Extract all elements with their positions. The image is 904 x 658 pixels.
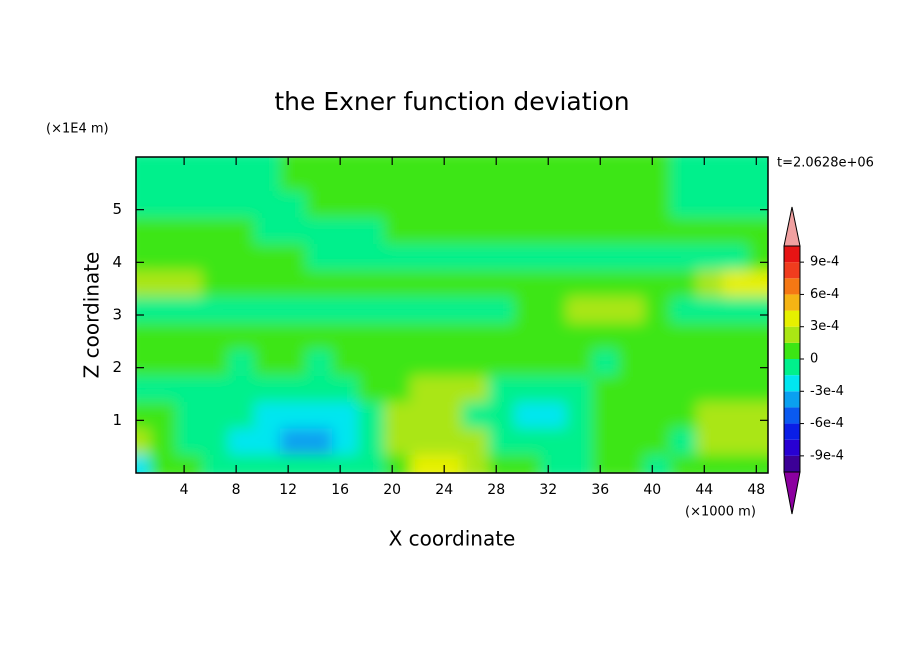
colorbar-band xyxy=(784,294,800,311)
y-tick-label: 5 xyxy=(112,200,122,218)
y-axis-label: Z coordinate xyxy=(80,252,104,379)
colorbar-band xyxy=(784,326,800,343)
colorbar-band xyxy=(784,455,800,472)
axes: 4 8 12 16 20 24 28 32 36 40 44 48123459e-46e-43e-40… xyxy=(112,156,844,515)
colorbar-band xyxy=(784,310,800,327)
colorbar-band xyxy=(784,375,800,392)
colorbar-tick-label: -3e-4 xyxy=(810,384,844,399)
x-tick-label: 8 xyxy=(232,482,241,498)
x-tick-label: 4 xyxy=(180,482,189,498)
x-tick-label: 16 xyxy=(331,482,349,498)
x-tick-label: 44 xyxy=(695,482,713,498)
colorbar-band xyxy=(784,407,800,424)
field-cell xyxy=(748,157,768,192)
colorbar-band xyxy=(784,359,800,376)
colorbar-band xyxy=(784,423,800,440)
colorbar-band xyxy=(784,246,800,263)
colorbar-band xyxy=(784,439,800,456)
colorbar-band xyxy=(784,342,800,359)
x-tick-label: 24 xyxy=(435,482,453,498)
colorbar-band xyxy=(784,262,800,279)
y-tick-label: 2 xyxy=(112,358,122,376)
x-tick-label: 20 xyxy=(383,482,401,498)
y-tick-label: 4 xyxy=(112,253,122,271)
x-tick-label: 48 xyxy=(747,482,765,498)
chart-title: the Exner function deviation xyxy=(274,87,629,116)
colorbar-tick-label: 0 xyxy=(810,352,818,367)
colorbar-tick-label: -9e-4 xyxy=(810,448,844,463)
x-tick-label: 40 xyxy=(643,482,661,498)
colorbar-tick-label: 9e-4 xyxy=(810,255,839,270)
y-tick-label: 1 xyxy=(112,411,122,429)
colorbar-band xyxy=(784,278,800,295)
y-unit: (×1E4 m) xyxy=(46,122,109,137)
x-tick-label: 32 xyxy=(539,482,557,498)
x-tick-label: 36 xyxy=(591,482,609,498)
x-axis-label: X coordinate xyxy=(389,527,516,551)
annotation: t=2.0628e+06 xyxy=(777,156,874,171)
colorbar-tick-label: 6e-4 xyxy=(810,287,839,302)
field xyxy=(136,157,768,473)
colorbar-tick-label: 3e-4 xyxy=(810,319,839,334)
x-unit: (×1000 m) xyxy=(685,505,756,520)
x-tick-label: 12 xyxy=(279,482,297,498)
y-tick-label: 3 xyxy=(112,306,122,324)
colorbar-tick-label: -6e-4 xyxy=(810,416,844,431)
x-tick-label: 28 xyxy=(487,482,505,498)
field-cells xyxy=(136,157,768,473)
colorbar-band xyxy=(784,391,800,408)
